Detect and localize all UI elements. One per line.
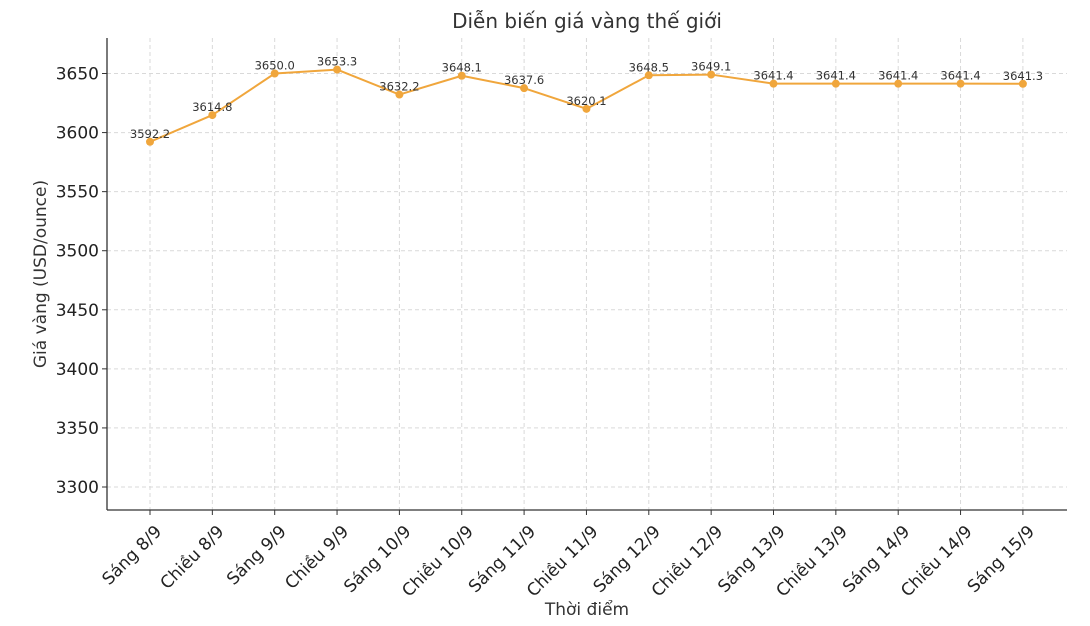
data-point	[395, 90, 404, 99]
data-label: 3632.2	[379, 80, 419, 94]
x-tick-label: Sáng 15/9	[964, 522, 1039, 597]
data-point	[1018, 79, 1027, 88]
axes	[106, 38, 1067, 511]
data-label: 3641.4	[940, 69, 980, 83]
data-point	[894, 79, 903, 88]
data-label: 3648.1	[442, 61, 482, 75]
data-label: 3592.2	[130, 127, 170, 141]
x-tick-label: Chiều 8/9	[156, 521, 228, 593]
data-point	[769, 79, 778, 88]
y-tick-label: 3350	[56, 419, 99, 439]
y-tick-label: 3550	[56, 183, 99, 203]
data-label: 3641.3	[1003, 69, 1043, 83]
data-label: 3649.1	[691, 60, 731, 74]
y-tick-label: 3500	[56, 242, 99, 262]
data-label: 3650.0	[255, 59, 295, 73]
y-tick-label: 3600	[56, 124, 99, 144]
data-label: 3641.4	[816, 69, 856, 83]
data-point	[146, 137, 154, 146]
data-point	[520, 84, 529, 93]
data-label: 3614.8	[192, 100, 232, 114]
data-label: 3648.5	[629, 60, 669, 74]
y-ticks: 3300 3350 3400 3450 3500 3550 3600 3650	[56, 65, 107, 498]
data-label: 3641.4	[878, 69, 918, 83]
data-label: 3653.3	[317, 55, 357, 69]
data-point	[644, 71, 653, 80]
data-point	[208, 111, 217, 120]
y-tick-label: 3400	[56, 360, 99, 380]
data-label: 3620.1	[566, 94, 606, 108]
y-tick-label: 3300	[56, 478, 99, 498]
data-labels: 3592.2 3614.8 3650.0 3653.3 3632.2 3648.1 3637…	[130, 55, 1043, 141]
chart-title: Diễn biến giá vàng thế giới	[452, 9, 722, 33]
data-point	[457, 71, 466, 80]
x-axis-label: Thời điểm	[544, 599, 629, 620]
data-point	[956, 79, 965, 88]
data-label: 3641.4	[753, 69, 793, 83]
data-label: 3637.6	[504, 73, 544, 87]
grid-lines	[107, 38, 1067, 510]
data-point	[707, 70, 716, 79]
series-gold-price	[146, 65, 1027, 146]
data-point	[582, 104, 591, 113]
data-point	[831, 79, 840, 88]
data-point	[333, 65, 342, 74]
data-point	[270, 69, 279, 78]
y-axis-label: Giá vàng (USD/ounce)	[31, 180, 51, 368]
y-tick-label: 3650	[56, 65, 99, 85]
y-tick-label: 3450	[56, 301, 99, 321]
